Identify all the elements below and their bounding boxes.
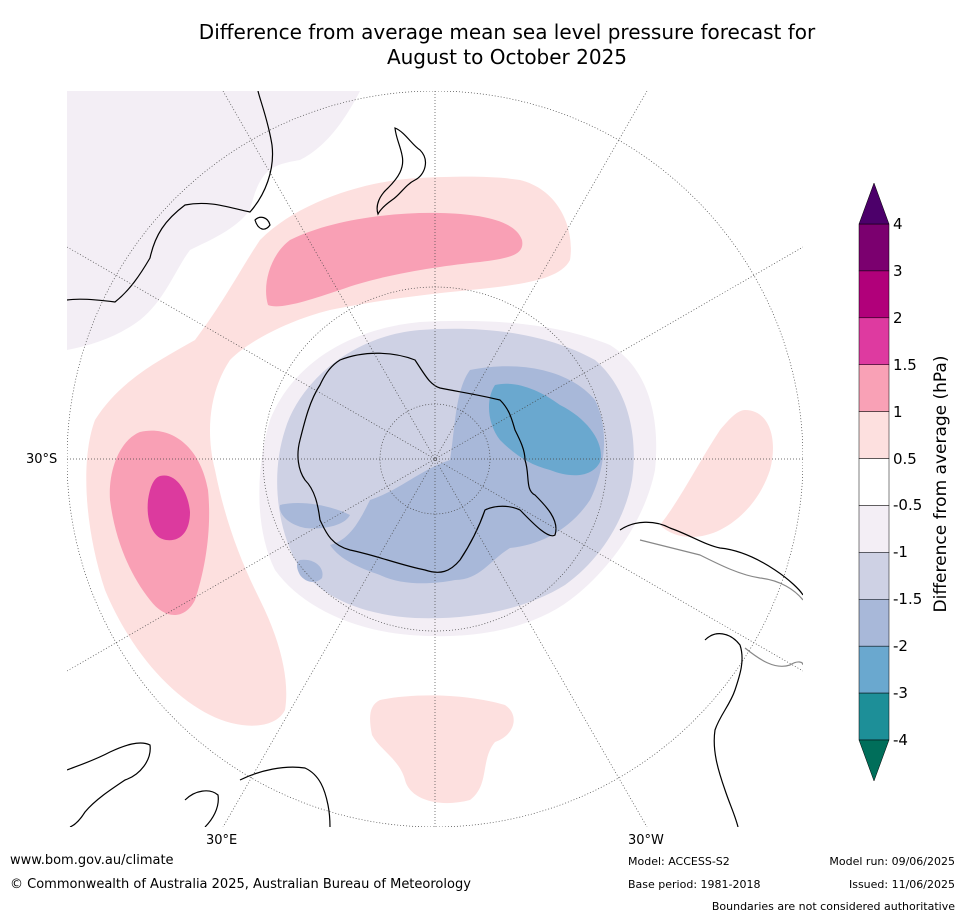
colorbar-tick-label: -4 xyxy=(893,731,908,749)
colorbar-tick-label: 1 xyxy=(893,402,903,421)
colorbar-band xyxy=(858,270,890,319)
anomaly-pale-pink-band xyxy=(86,176,571,726)
longitude-label-30e: 30°E xyxy=(206,833,238,848)
anomaly-magenta-core xyxy=(147,475,190,541)
title-line-1: Difference from average mean sea level p… xyxy=(198,20,816,44)
footer-model: Model: ACCESS-S2 xyxy=(628,855,730,868)
anomaly-light-purple-upper-left xyxy=(67,91,360,350)
colorbar-band xyxy=(858,692,890,741)
colorbar-tick-label: 3 xyxy=(893,261,903,280)
colorbar-band xyxy=(858,223,890,272)
colorbar-band xyxy=(858,458,890,506)
colorbar-band xyxy=(858,364,890,412)
colorbar-tick-label: -2 xyxy=(893,637,908,656)
footer-copyright: © Commonwealth of Australia 2025, Austra… xyxy=(10,877,471,892)
anomaly-bluegrey-west xyxy=(279,503,350,529)
anomaly-medium-blue-core xyxy=(488,383,601,476)
graticule xyxy=(67,91,803,827)
footer-disclaimer: Boundaries are not considered authoritat… xyxy=(711,900,955,913)
anomaly-bluegrey-southwest xyxy=(297,559,323,582)
colorbar-tick-label: 4 xyxy=(893,215,903,233)
tasmania-coastline xyxy=(254,216,271,230)
chart-title: Difference from average mean sea level p… xyxy=(0,20,965,70)
africa-coastline xyxy=(67,742,151,827)
south-america-coastline-2 xyxy=(704,633,743,827)
anomaly-pale-pink-south-atlantic xyxy=(660,410,773,537)
colorbar-extend-bottom xyxy=(858,739,890,782)
colorbar-label: Difference from average (hPa) xyxy=(931,355,951,613)
africa-coastline-2 xyxy=(239,766,331,827)
latitude-label: 30°S xyxy=(26,452,58,467)
footer-model-run: Model run: 09/06/2025 xyxy=(829,855,955,868)
colorbar-tick-label: 0.5 xyxy=(893,449,917,468)
title-line-2: August to October 2025 xyxy=(386,45,628,69)
colorbar-band xyxy=(858,645,890,694)
longitude-label-30w: 30°W xyxy=(628,833,664,848)
colorbar-tick-label: -3 xyxy=(893,684,908,703)
footer-url[interactable]: www.bom.gov.au/climate xyxy=(10,853,174,868)
antarctica-coastline xyxy=(297,352,557,573)
colorbar-tick-label: 2 xyxy=(893,308,903,327)
colorbar-tick-label: -1 xyxy=(893,543,908,562)
colorbar-tick-label: -0.5 xyxy=(893,496,923,515)
colorbar-band xyxy=(858,599,890,647)
australia-coastline xyxy=(67,91,274,303)
south-america-boundary-2 xyxy=(744,647,803,667)
footer-base-period: Base period: 1981-2018 xyxy=(628,878,761,891)
colorbar-band xyxy=(858,505,890,553)
footer-issued: Issued: 11/06/2025 xyxy=(848,878,955,891)
south-america-boundary xyxy=(639,539,803,601)
anomaly-pink-tasman xyxy=(266,212,523,307)
colorbar-extend-top xyxy=(858,182,890,225)
colorbar-band xyxy=(858,552,890,600)
anomaly-pale-pink-south-indian xyxy=(370,695,514,804)
colorbar-band xyxy=(858,317,890,365)
new-zealand-coastline xyxy=(376,127,427,216)
madagascar-coastline xyxy=(184,790,219,827)
colorbar-band xyxy=(858,411,890,459)
south-america-coastline xyxy=(619,521,803,596)
colorbar-tick-label: 1.5 xyxy=(893,355,917,374)
colorbar-tick-label: -1.5 xyxy=(893,590,923,609)
